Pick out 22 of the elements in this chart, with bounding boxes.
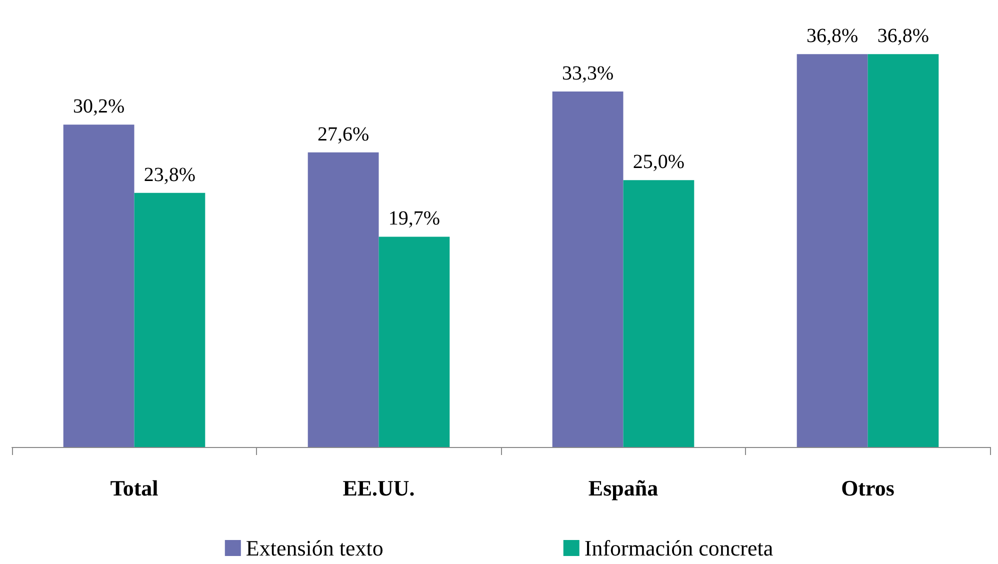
bar: [63, 124, 134, 447]
data-label: 36,8%: [877, 25, 930, 48]
legend-label: Extensión texto: [246, 536, 384, 560]
x-tick-label: EE.UU.: [342, 476, 415, 500]
bar: [623, 180, 694, 447]
data-label: 33,3%: [562, 62, 614, 85]
legend-label: Información concreta: [584, 536, 774, 560]
x-tick-label: Total: [110, 476, 158, 500]
bar: [308, 152, 379, 447]
x-tick-label: España: [588, 476, 658, 500]
x-tick-label: Otros: [841, 476, 895, 500]
bar: [796, 54, 868, 447]
data-label: 25,0%: [632, 151, 685, 174]
data-label: 30,2%: [72, 96, 125, 118]
data-label: 27,6%: [317, 123, 370, 146]
bar: [552, 92, 624, 447]
bar: [868, 54, 939, 447]
bar: [378, 236, 450, 447]
data-label: 36,8%: [806, 25, 858, 48]
data-label: 19,7%: [388, 208, 440, 230]
data-label: 23,8%: [144, 164, 196, 186]
bar: [134, 192, 206, 447]
